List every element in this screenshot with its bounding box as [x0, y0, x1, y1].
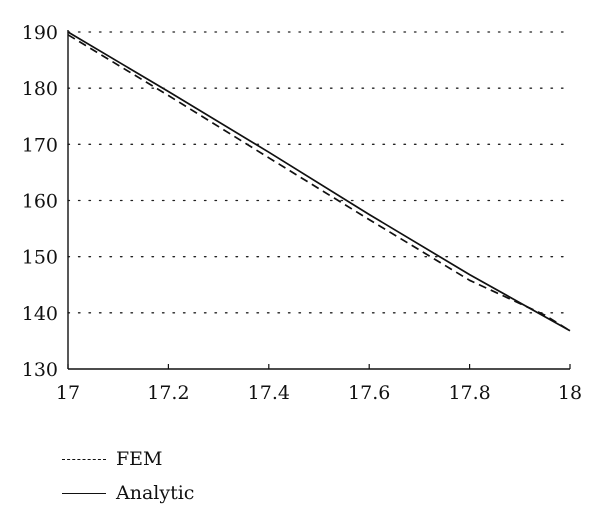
legend-swatch-solid	[62, 492, 106, 494]
axes	[67, 30, 570, 370]
y-tick-label: 160	[22, 191, 58, 213]
series-lines	[67, 31, 571, 332]
y-tick-label: 140	[22, 303, 58, 325]
tick-labels: 130 140 150 160 170 180 190 17 17.2 17.4 17.6 17.8 1…	[22, 22, 582, 404]
legend-item-fem: FEM	[62, 442, 194, 476]
x-tick-label: 18	[558, 382, 582, 404]
legend: FEM Analytic	[62, 442, 194, 510]
x-tick-label: 17.4	[248, 382, 290, 404]
legend-label-analytic: Analytic	[116, 482, 195, 504]
x-tick-label: 17.6	[348, 382, 390, 404]
legend-label-fem: FEM	[116, 448, 163, 470]
legend-item-analytic: Analytic	[62, 476, 194, 510]
grid-lines	[67, 31, 571, 314]
x-tick-label: 17	[56, 382, 80, 404]
y-tick-label: 190	[22, 22, 58, 44]
series-line-fem	[67, 34, 571, 332]
y-tick-label: 170	[22, 134, 58, 156]
series-line-analytic	[67, 31, 571, 332]
legend-swatch-dashed	[62, 458, 106, 460]
x-tick-label: 17.8	[448, 382, 490, 404]
x-tick-label: 17.2	[147, 382, 189, 404]
y-tick-label: 180	[22, 78, 58, 100]
y-tick-label: 130	[22, 359, 58, 381]
y-tick-label: 150	[22, 247, 58, 269]
